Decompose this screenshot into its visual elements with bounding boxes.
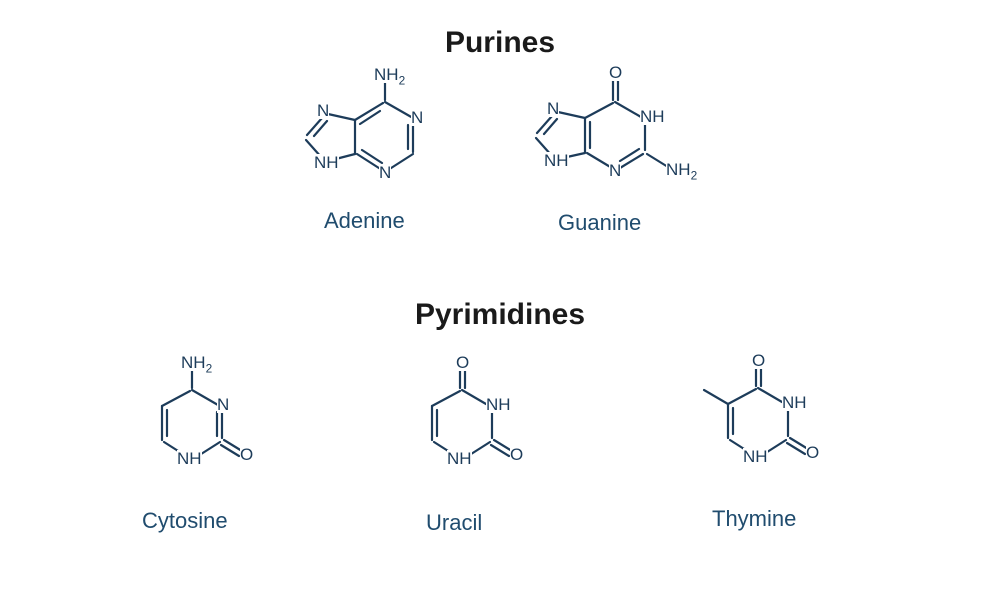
atom-o2: O: [510, 446, 523, 463]
atom-o: O: [609, 64, 622, 81]
molecule-uracil: O NH O NH: [400, 360, 560, 510]
molecule-adenine: NH2 N N N NH: [280, 72, 450, 212]
atom-n3: N: [609, 162, 621, 179]
atom-nh2: NH2: [181, 354, 212, 371]
atom-nh2: NH2: [666, 161, 697, 178]
atom-o4: O: [752, 352, 765, 369]
atom-nh2: NH2: [374, 66, 405, 83]
atom-n3: N: [217, 396, 229, 413]
molecule-cytosine: NH2 N O NH: [130, 360, 290, 510]
molecule-guanine: O NH NH2 N N NH: [510, 68, 710, 218]
atom-n9: NH: [544, 152, 569, 169]
molecule-thymine: O NH O NH: [680, 356, 860, 511]
atom-nh: NH: [177, 450, 202, 467]
label-guanine: Guanine: [558, 210, 641, 236]
atom-n3: NH: [782, 394, 807, 411]
atom-nh: NH: [640, 108, 665, 125]
atom-o4: O: [456, 354, 469, 371]
label-thymine: Thymine: [712, 506, 796, 532]
atom-n3: NH: [486, 396, 511, 413]
atom-o: O: [240, 446, 253, 463]
atom-n7: N: [547, 100, 559, 117]
label-cytosine: Cytosine: [142, 508, 228, 534]
atom-n1: NH: [743, 448, 768, 465]
atom-n1: NH: [447, 450, 472, 467]
atom-o2: O: [806, 444, 819, 461]
atom-n9: NH: [314, 154, 339, 171]
purines-title: Purines: [0, 26, 1000, 60]
label-uracil: Uracil: [426, 510, 482, 536]
pyrimidines-title: Pyrimidines: [0, 298, 1000, 332]
atom-n3: N: [379, 164, 391, 181]
atom-n7: N: [317, 102, 329, 119]
label-adenine: Adenine: [324, 208, 405, 234]
atom-n1: N: [411, 109, 423, 126]
